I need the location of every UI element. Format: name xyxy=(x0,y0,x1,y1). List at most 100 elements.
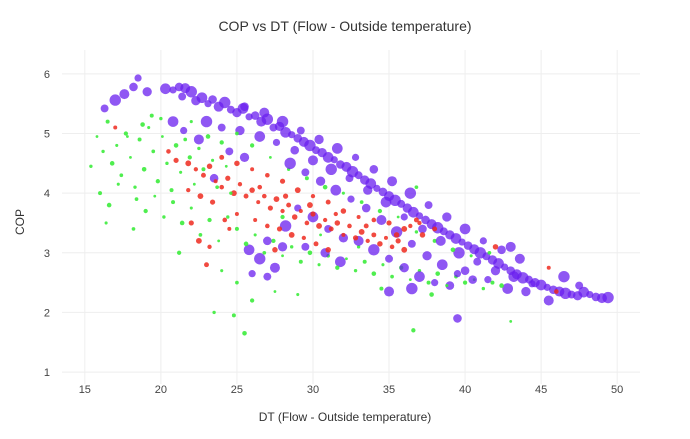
scatter-point-purple xyxy=(245,113,253,121)
scatter-point-green xyxy=(212,310,216,315)
scatter-point-purple xyxy=(259,107,270,118)
scatter-point-purple xyxy=(436,259,448,271)
scatter-point-green xyxy=(198,233,203,237)
scatter-point-purple xyxy=(453,247,465,259)
scatter-point-purple xyxy=(501,263,509,271)
scatter-point-green xyxy=(140,122,145,127)
scatter-point-green xyxy=(356,245,361,249)
scatter-point-red xyxy=(546,265,551,270)
scatter-point-green xyxy=(307,250,313,256)
x-tick-label: 45 xyxy=(535,384,547,396)
scatter-point-red xyxy=(492,244,499,250)
scatter-point-purple xyxy=(276,115,289,128)
scatter-point-purple xyxy=(284,157,296,170)
scatter-point-red xyxy=(294,187,301,194)
scatter-point-red xyxy=(307,202,313,208)
scatter-point-green xyxy=(390,274,394,279)
scatter-point-purple xyxy=(558,270,570,283)
scatter-point-purple xyxy=(288,131,296,139)
scatter-point-green xyxy=(249,143,255,148)
scatter-point-red xyxy=(291,214,298,220)
scatter-point-green xyxy=(123,131,129,136)
scatter-point-green xyxy=(435,271,441,276)
scatter-point-red xyxy=(265,172,270,178)
scatter-point-green xyxy=(98,191,103,196)
scatter-point-red xyxy=(288,231,295,238)
scatter-point-purple xyxy=(586,290,594,299)
scatter-point-green xyxy=(345,257,348,261)
scatter-point-purple xyxy=(387,176,398,187)
scatter-point-green xyxy=(201,167,206,172)
scatter-point-purple xyxy=(514,253,525,264)
scatter-point-green xyxy=(151,149,156,154)
scatter-point-green xyxy=(396,215,400,219)
scatter-point-red xyxy=(393,232,400,238)
scatter-point-purple xyxy=(331,143,343,154)
scatter-point-purple xyxy=(575,281,584,290)
x-tick-label: 20 xyxy=(155,384,167,396)
scatter-point-green xyxy=(469,254,473,258)
scatter-point-red xyxy=(554,289,559,294)
scatter-point-green xyxy=(450,247,456,253)
scatter-point-green xyxy=(481,286,486,291)
scatter-point-purple xyxy=(315,176,326,186)
scatter-point-green xyxy=(377,208,383,214)
scatter-point-purple xyxy=(263,272,272,281)
scatter-point-purple xyxy=(185,86,197,98)
scatter-point-purple xyxy=(484,276,492,284)
y-tick-label: 2 xyxy=(44,307,50,319)
scatter-point-red xyxy=(322,217,328,223)
scatter-point-red xyxy=(206,163,213,170)
scatter-point-purple xyxy=(479,237,487,245)
scatter-point-green xyxy=(253,233,257,237)
scatter-point-green xyxy=(169,188,174,193)
scatter-point-purple xyxy=(390,226,403,238)
scatter-point-purple xyxy=(142,87,152,97)
scatter-point-green xyxy=(487,250,492,255)
scatter-point-red xyxy=(262,193,267,199)
scatter-point-red xyxy=(286,202,292,208)
scatter-point-green xyxy=(129,155,132,159)
scatter-point-red xyxy=(389,244,395,250)
scatter-point-green xyxy=(159,116,163,121)
scatter-point-red xyxy=(219,154,225,160)
scatter-point-purple xyxy=(369,164,379,174)
scatter-point-green xyxy=(268,155,272,159)
scatter-point-green xyxy=(109,161,115,166)
scatter-point-green xyxy=(234,226,239,231)
scatter-point-purple xyxy=(119,89,130,100)
scatter-point-red xyxy=(249,187,255,193)
scatter-point-green xyxy=(411,328,416,333)
scatter-point-green xyxy=(133,185,137,189)
scatter-point-purple xyxy=(490,266,501,276)
scatter-point-green xyxy=(462,280,468,285)
scatter-point-red xyxy=(222,217,228,223)
scatter-point-red xyxy=(213,179,218,184)
scatter-point-green xyxy=(134,197,139,201)
scatter-point-purple xyxy=(307,155,318,166)
y-axis-title: COP xyxy=(13,209,27,235)
scatter-point-green xyxy=(89,164,93,168)
scatter-point-green xyxy=(219,140,224,145)
scatter-point-green xyxy=(115,143,119,147)
scatter-point-purple xyxy=(240,102,249,111)
scatter-point-green xyxy=(137,137,142,142)
scatter-point-purple xyxy=(243,244,255,256)
scatter-point-green xyxy=(280,214,285,220)
scatter-point-red xyxy=(352,235,359,241)
scatter-point-red xyxy=(298,209,303,214)
scatter-point-purple xyxy=(225,147,234,156)
scatter-point-green xyxy=(189,120,193,124)
scatter-point-red xyxy=(166,149,171,154)
scatter-point-red xyxy=(280,208,285,214)
scatter-point-red xyxy=(401,246,408,253)
scatter-point-green xyxy=(229,191,233,195)
scatter-point-red xyxy=(365,238,370,244)
scatter-point-purple xyxy=(407,239,416,248)
scatter-point-purple xyxy=(415,212,424,220)
scatter-point-green xyxy=(429,292,434,297)
y-tick-label: 4 xyxy=(44,188,50,200)
scatter-point-red xyxy=(265,223,270,229)
scatter-point-purple xyxy=(277,242,288,252)
